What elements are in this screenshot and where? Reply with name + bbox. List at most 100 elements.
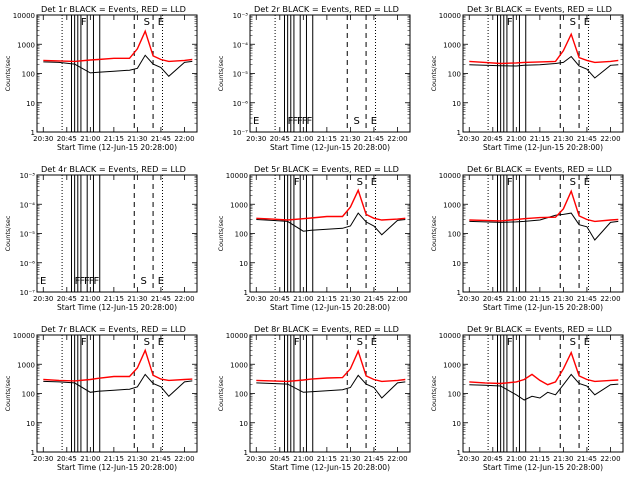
series-events	[43, 54, 193, 78]
series-events	[469, 373, 619, 401]
y-tick-label: 10⁻⁷	[20, 289, 36, 297]
y-tick-label: 1000	[17, 361, 35, 369]
y-axis-label: Counts/sec	[430, 375, 438, 411]
x-tick-label: 21:15	[317, 135, 337, 143]
flag-marker: F	[507, 177, 513, 188]
y-axis-label: Counts/sec	[430, 55, 438, 91]
flag-marker: E	[253, 116, 259, 127]
x-axis-label: Start Time (12-Jun-15 20:28:00)	[270, 143, 390, 152]
x-tick-label: 21:45	[151, 135, 171, 143]
y-tick-label: 10⁻⁵	[20, 231, 36, 239]
series-lld	[43, 29, 193, 63]
series-lld	[469, 32, 619, 65]
series-lld	[469, 350, 619, 386]
x-tick-label: 21:30	[553, 295, 573, 303]
x-tick-label: 22:00	[174, 455, 194, 463]
flag-marker: E	[158, 276, 164, 287]
panel-title: Det 9r BLACK = Events, RED = LLD	[467, 324, 612, 334]
x-tick-label: 21:30	[340, 295, 360, 303]
flag-marker: F	[306, 116, 312, 127]
y-tick-label: 100	[448, 71, 461, 79]
x-axis-label: Start Time (12-Jun-15 20:28:00)	[270, 303, 390, 312]
flag-marker: E	[40, 276, 46, 287]
plot-frame	[249, 174, 411, 293]
x-tick-label: 20:30	[33, 455, 53, 463]
x-tick-label: 21:00	[506, 295, 526, 303]
series-events	[469, 55, 619, 79]
x-tick-label: 20:45	[483, 135, 503, 143]
x-axis-label: Start Time (12-Jun-15 20:28:00)	[57, 303, 177, 312]
series-events	[256, 212, 406, 236]
x-tick-label: 21:30	[340, 135, 360, 143]
y-tick-label: 1	[31, 449, 35, 457]
series-lld	[469, 189, 619, 223]
flag-marker: S	[144, 337, 150, 348]
x-tick-label: 21:15	[530, 295, 550, 303]
panel-title: Det 7r BLACK = Events, RED = LLD	[41, 324, 186, 334]
flag-marker: S	[570, 337, 576, 348]
x-tick-label: 22:00	[600, 135, 620, 143]
flag-marker: E	[371, 177, 377, 188]
x-tick-label: 21:00	[293, 295, 313, 303]
y-tick-label: 1	[457, 129, 461, 137]
det-panel-3: Det 3r BLACK = Events, RED = LLD 1 10 100 10…	[430, 4, 624, 152]
x-tick-label: 21:00	[506, 135, 526, 143]
x-tick-label: 21:45	[364, 455, 384, 463]
flag-marker: E	[371, 337, 377, 348]
flag-marker: F	[81, 17, 87, 28]
y-tick-label: 100	[22, 391, 35, 399]
y-tick-label: 10⁻⁶	[20, 260, 36, 268]
x-tick-label: 21:45	[577, 295, 597, 303]
x-tick-label: 20:30	[246, 135, 266, 143]
y-tick-label: 1	[457, 449, 461, 457]
plot-frame	[36, 174, 198, 293]
x-tick-label: 21:15	[104, 455, 124, 463]
y-tick-label: 10	[239, 260, 248, 268]
y-axis-label: Counts/sec	[217, 375, 225, 411]
y-tick-label: 1000	[443, 201, 461, 209]
x-tick-label: 21:30	[340, 455, 360, 463]
panel-title: Det 4r BLACK = Events, RED = LLD	[41, 164, 186, 174]
y-tick-label: 10⁻⁴	[233, 41, 249, 49]
y-tick-label: 10⁻³	[20, 172, 36, 180]
x-tick-label: 21:00	[293, 455, 313, 463]
x-axis-label: Start Time (12-Jun-15 20:28:00)	[483, 143, 603, 152]
y-tick-label: 10	[239, 420, 248, 428]
y-axis-label: Counts/sec	[217, 215, 225, 251]
y-axis-label: Counts/sec	[4, 375, 12, 411]
x-tick-label: 21:15	[530, 455, 550, 463]
y-tick-label: 10	[26, 100, 35, 108]
det-panel-2: Det 2r BLACK = Events, RED = LLD 10⁻⁷ 10⁻⁶…	[217, 4, 411, 152]
flag-marker: S	[354, 116, 360, 127]
series-events	[469, 212, 619, 241]
y-tick-label: 10000	[13, 12, 35, 20]
det-panel-6: Det 6r BLACK = Events, RED = LLD 1 10 100 10…	[430, 164, 624, 312]
series-lld	[256, 188, 406, 221]
y-tick-label: 100	[448, 391, 461, 399]
y-tick-label: 1	[31, 129, 35, 137]
y-tick-label: 1	[457, 289, 461, 297]
y-tick-label: 10000	[226, 332, 248, 340]
x-tick-label: 20:45	[57, 135, 77, 143]
det-panel-5: Det 5r BLACK = Events, RED = LLD 1 10 100 10…	[217, 164, 411, 312]
y-tick-label: 1	[244, 289, 248, 297]
x-tick-label: 21:15	[317, 455, 337, 463]
panel-title: Det 3r BLACK = Events, RED = LLD	[467, 4, 612, 14]
y-tick-label: 1000	[443, 361, 461, 369]
x-tick-label: 21:30	[127, 135, 147, 143]
flag-marker: S	[141, 276, 147, 287]
y-tick-label: 1000	[230, 201, 248, 209]
x-tick-label: 21:45	[577, 455, 597, 463]
plot-frame	[249, 14, 411, 133]
panel-title: Det 5r BLACK = Events, RED = LLD	[254, 164, 399, 174]
x-tick-label: 22:00	[387, 135, 407, 143]
panel-title: Det 2r BLACK = Events, RED = LLD	[254, 4, 399, 14]
series-lld	[43, 348, 193, 382]
plot-frame	[462, 14, 624, 133]
x-tick-label: 20:30	[459, 135, 479, 143]
panel-title: Det 1r BLACK = Events, RED = LLD	[41, 4, 186, 14]
x-tick-label: 22:00	[387, 455, 407, 463]
x-tick-label: 21:15	[317, 295, 337, 303]
x-tick-label: 21:15	[104, 295, 124, 303]
